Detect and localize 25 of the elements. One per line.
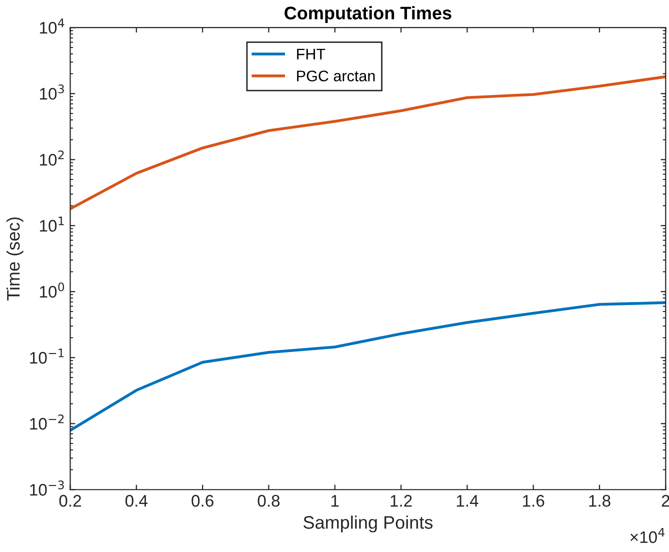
x-tick-label: 0.6 [192, 494, 214, 507]
x-tick-label: 2 [662, 494, 669, 507]
legend-label: FHT [297, 48, 326, 60]
legend-label: PGC arctan [297, 70, 375, 82]
x-tick-label: 1.8 [589, 494, 610, 507]
y-axis-title: Time (sec) [6, 217, 24, 300]
x-tick-label: 1.6 [523, 494, 544, 507]
x-axis-title: Sampling Points [304, 516, 433, 532]
y-tick-label: 10$^{4}$ [40, 18, 64, 34]
y-tick-label: 10$^{−3}$ [30, 480, 64, 496]
line-series [70, 301, 666, 432]
y-tick-label: 10$^{−2}$ [30, 414, 64, 430]
y-tick-label: 10$^{0}$ [40, 282, 64, 298]
chart-title: Computation Times [284, 6, 452, 24]
x-tick-label: 1.4 [456, 495, 478, 507]
x-tick-label: 1 [332, 495, 339, 507]
y-tick-label: 10$^{−1}$ [30, 348, 64, 364]
y-tick-label: 10$^{3}$ [40, 84, 64, 100]
x-tick-label: 1.2 [390, 494, 412, 507]
x-tick-label: 0.8 [258, 494, 280, 507]
text: ×10$^{4}$ [630, 528, 665, 544]
y-tick-label: 10$^{2}$ [40, 150, 64, 166]
x-tick-label: 0.2 [59, 494, 81, 507]
y-tick-label: 10$^{1}$ [40, 216, 64, 232]
x-tick-label: 0.4 [125, 494, 148, 507]
